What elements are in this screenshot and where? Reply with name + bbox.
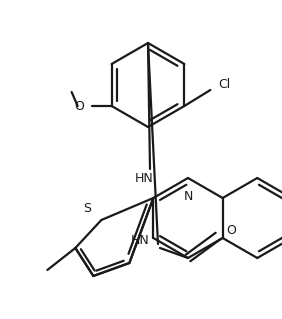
Text: S: S (83, 202, 91, 215)
Text: N: N (183, 190, 193, 203)
Text: O: O (74, 100, 84, 113)
Text: O: O (226, 225, 236, 238)
Text: Cl: Cl (218, 78, 231, 91)
Text: HN: HN (131, 234, 150, 247)
Text: HN: HN (135, 173, 153, 186)
